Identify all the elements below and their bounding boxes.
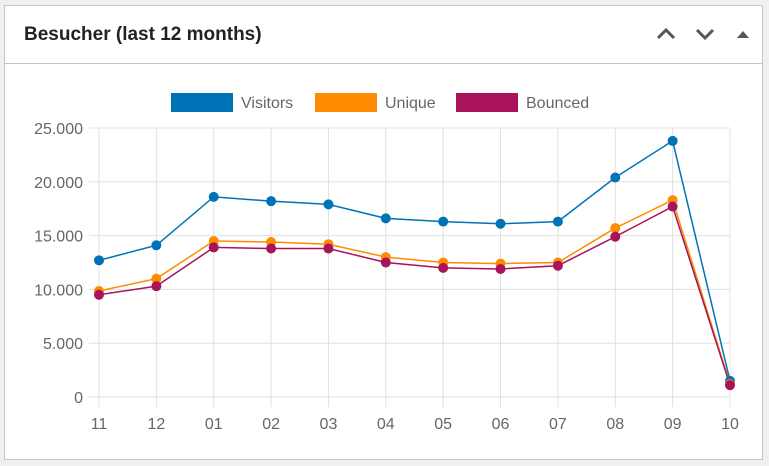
data-point-visitors — [380, 213, 391, 224]
data-point-bounced — [438, 262, 449, 273]
y-tick-label: 5.000 — [43, 336, 83, 353]
data-point-visitors — [208, 191, 219, 202]
data-point-unique — [151, 273, 162, 284]
widget-title: Besucher (last 12 months) — [24, 24, 262, 45]
series-line-unique — [98, 199, 731, 385]
line-chart: 0 5.000 10.000 15.000 20.000 25.000 11 12 01 02 03… — [34, 93, 739, 433]
legend-label-visitors: Visitors — [241, 95, 293, 112]
legend-swatch-visitors — [171, 93, 233, 112]
data-point-bounced — [667, 201, 678, 212]
x-tick-label: 07 — [549, 416, 567, 433]
chevron-down-icon — [695, 28, 715, 41]
widget-header: Besucher (last 12 months) — [5, 6, 762, 64]
y-tick-label: 15.000 — [34, 229, 83, 246]
x-tick-label: 10 — [721, 416, 739, 433]
data-point-bounced — [552, 260, 563, 271]
series-line-visitors — [98, 139, 731, 382]
data-point-visitors — [266, 196, 277, 207]
move-up-button[interactable] — [652, 20, 680, 48]
data-point-visitors — [438, 216, 449, 227]
triangle-up-icon — [737, 31, 749, 38]
data-point-visitors — [667, 135, 678, 146]
data-point-visitors — [552, 216, 563, 227]
series-line-bounced — [98, 205, 731, 386]
data-point-visitors — [495, 218, 506, 229]
data-point-bounced — [495, 263, 506, 274]
x-tick-label: 06 — [492, 416, 510, 433]
data-point-bounced — [266, 243, 277, 254]
data-point-bounced — [380, 257, 391, 268]
legend-label-unique: Unique — [385, 95, 436, 112]
x-tick-label: 01 — [205, 416, 223, 433]
data-point-bounced — [94, 289, 104, 300]
legend-label-bounced: Bounced — [526, 95, 589, 112]
data-point-bounced — [725, 380, 735, 391]
visitors-widget: Besucher (last 12 months) 0 5.000 10.000 15… — [4, 5, 763, 460]
chevron-up-icon — [656, 27, 676, 40]
data-point-visitors — [610, 172, 621, 183]
x-tick-label: 05 — [434, 416, 452, 433]
data-point-visitors — [94, 255, 104, 266]
data-point-visitors — [151, 240, 162, 251]
y-tick-label: 25.000 — [34, 121, 83, 138]
x-tick-label: 03 — [320, 416, 338, 433]
legend-swatch-bounced — [456, 93, 518, 112]
toggle-panel-button[interactable] — [729, 20, 757, 48]
data-point-unique — [610, 223, 621, 234]
x-tick-label: 12 — [147, 416, 165, 433]
data-point-bounced — [323, 243, 334, 254]
move-down-button[interactable] — [691, 20, 719, 48]
legend-swatch-unique — [315, 93, 377, 112]
data-point-bounced — [208, 242, 219, 253]
x-tick-label: 04 — [377, 416, 395, 433]
data-point-bounced — [610, 231, 621, 242]
x-tick-label: 02 — [262, 416, 280, 433]
x-tick-label: 08 — [606, 416, 624, 433]
data-point-bounced — [151, 281, 162, 292]
x-tick-label: 11 — [91, 416, 108, 433]
y-tick-label: 10.000 — [34, 282, 83, 299]
y-tick-label: 0 — [74, 390, 83, 407]
y-tick-label: 20.000 — [34, 175, 83, 192]
data-point-visitors — [323, 199, 334, 210]
x-tick-label: 09 — [664, 416, 682, 433]
